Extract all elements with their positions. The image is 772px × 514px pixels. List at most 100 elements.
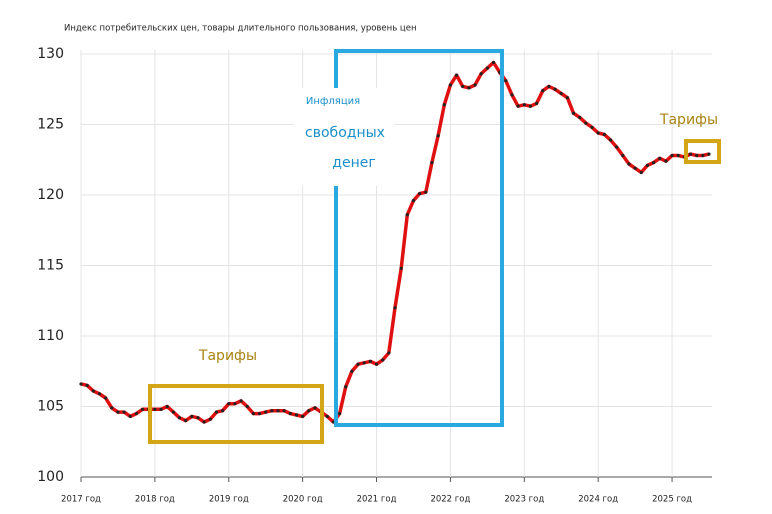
data-point	[424, 190, 428, 194]
data-point	[79, 382, 83, 386]
data-point	[615, 145, 619, 149]
data-point	[177, 416, 182, 420]
data-point	[541, 89, 545, 93]
data-point	[473, 83, 477, 87]
data-line	[80, 60, 710, 424]
data-point	[122, 410, 126, 414]
data-point	[688, 152, 693, 156]
data-point	[270, 409, 274, 413]
data-point	[448, 83, 453, 87]
data-point	[418, 191, 422, 196]
data-point	[196, 416, 200, 420]
data-point	[239, 399, 243, 403]
chart-title: Индекс потребительских цен, товары длите…	[64, 24, 417, 34]
data-point	[184, 419, 188, 423]
data-point	[134, 411, 139, 416]
data-point	[584, 121, 588, 125]
data-point	[116, 410, 120, 414]
data-point	[313, 406, 317, 410]
data-point	[522, 103, 526, 107]
data-point	[510, 93, 514, 97]
data-point	[461, 84, 465, 89]
data-point	[282, 409, 286, 413]
data-point	[356, 362, 360, 366]
data-point	[91, 389, 95, 393]
data-point	[294, 413, 299, 417]
data-point	[350, 369, 354, 373]
data-point	[633, 166, 637, 170]
data-point	[645, 163, 650, 167]
data-point	[257, 411, 262, 416]
data-point	[701, 153, 705, 158]
data-point	[658, 156, 662, 160]
data-point	[97, 392, 102, 396]
data-point	[639, 170, 643, 175]
data-point	[264, 410, 268, 414]
data-point	[301, 414, 305, 418]
data-point	[208, 417, 212, 421]
x-tick-label: 2018 год	[135, 495, 175, 505]
annotation-box	[684, 139, 721, 164]
data-point	[381, 358, 385, 362]
data-point	[104, 396, 108, 400]
x-tick-label: 2021 год	[357, 495, 397, 505]
data-point	[227, 402, 231, 406]
data-point	[202, 420, 206, 424]
data-point	[485, 66, 489, 70]
data-point	[559, 91, 563, 96]
data-point	[608, 138, 613, 142]
data-point	[110, 406, 114, 410]
data-point	[504, 79, 508, 83]
data-point	[676, 153, 680, 158]
data-point	[516, 104, 520, 108]
data-point	[159, 407, 163, 411]
data-point	[362, 361, 366, 365]
data-point	[707, 152, 711, 156]
x-tick-label: 2024 год	[578, 495, 618, 505]
data-point	[571, 111, 576, 115]
data-point	[140, 407, 145, 411]
data-point	[535, 101, 539, 105]
data-point	[547, 84, 551, 89]
data-point	[374, 362, 379, 366]
data-point	[565, 96, 569, 100]
data-point	[337, 411, 342, 416]
data-point	[590, 125, 594, 129]
annotation-text: Тарифы	[659, 112, 718, 128]
data-point	[664, 159, 668, 163]
data-point	[578, 115, 582, 120]
data-point	[596, 131, 600, 135]
x-tick-label: 2023 год	[504, 495, 544, 505]
data-point	[442, 103, 446, 107]
data-point	[651, 160, 656, 165]
data-point	[165, 404, 169, 409]
y-tick-label: 100	[37, 469, 64, 485]
data-point	[233, 402, 237, 406]
annotation-text: свободных	[305, 125, 385, 141]
data-point	[491, 60, 496, 65]
data-point	[251, 411, 255, 416]
data-point	[325, 414, 329, 418]
data-point	[171, 410, 175, 414]
data-point	[553, 87, 557, 91]
x-tick-label: 2020 год	[283, 495, 323, 505]
data-point	[405, 213, 409, 217]
y-tick-label: 130	[37, 46, 64, 62]
annotation-text: Тарифы	[198, 348, 257, 364]
data-point	[245, 404, 249, 409]
data-point	[399, 266, 403, 270]
y-tick-label: 115	[37, 258, 64, 274]
data-point	[430, 160, 434, 165]
data-point	[454, 73, 459, 77]
y-tick-label: 125	[37, 117, 64, 133]
data-point	[153, 407, 157, 411]
data-point	[479, 72, 483, 76]
data-point	[190, 414, 194, 418]
data-point	[214, 410, 219, 414]
data-point	[411, 199, 416, 203]
y-tick-label: 110	[37, 328, 64, 344]
data-point	[307, 409, 311, 413]
x-tick-label: 2017 год	[61, 495, 101, 505]
data-point	[128, 414, 132, 418]
